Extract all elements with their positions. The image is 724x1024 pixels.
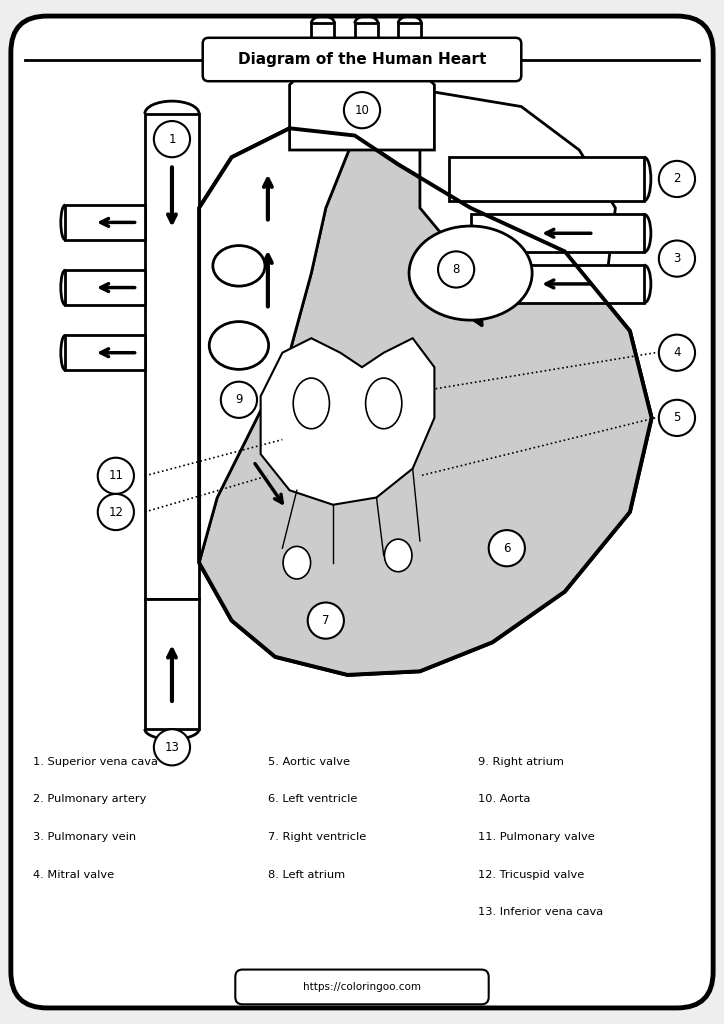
Polygon shape xyxy=(65,270,145,305)
Polygon shape xyxy=(199,135,652,675)
Circle shape xyxy=(659,399,695,436)
Text: 7: 7 xyxy=(322,614,329,627)
Polygon shape xyxy=(420,92,615,295)
Polygon shape xyxy=(471,214,644,252)
Text: 1. Superior vena cava: 1. Superior vena cava xyxy=(33,757,157,767)
Polygon shape xyxy=(145,114,199,599)
Text: 13. Inferior vena cava: 13. Inferior vena cava xyxy=(478,907,603,918)
Circle shape xyxy=(221,382,257,418)
Ellipse shape xyxy=(209,322,269,370)
Polygon shape xyxy=(199,128,652,675)
Text: 12. Tricuspid valve: 12. Tricuspid valve xyxy=(478,869,584,880)
Text: 5: 5 xyxy=(673,412,681,424)
Polygon shape xyxy=(449,158,644,201)
Polygon shape xyxy=(65,205,145,240)
Text: https://coloringoo.com: https://coloringoo.com xyxy=(303,982,421,992)
Text: 11. Pulmonary valve: 11. Pulmonary valve xyxy=(478,833,594,842)
Polygon shape xyxy=(311,24,334,63)
Text: 3. Pulmonary vein: 3. Pulmonary vein xyxy=(33,833,135,842)
Circle shape xyxy=(98,494,134,530)
Text: 12: 12 xyxy=(109,506,123,518)
Ellipse shape xyxy=(384,540,412,571)
Polygon shape xyxy=(199,128,355,562)
Text: 9. Right atrium: 9. Right atrium xyxy=(478,757,564,767)
Polygon shape xyxy=(290,63,434,150)
Polygon shape xyxy=(145,599,199,729)
Ellipse shape xyxy=(293,378,329,429)
Text: 8: 8 xyxy=(452,263,460,275)
Ellipse shape xyxy=(409,226,532,321)
Text: 2: 2 xyxy=(673,172,681,185)
Text: 6: 6 xyxy=(503,542,510,555)
Text: 11: 11 xyxy=(109,469,123,482)
FancyBboxPatch shape xyxy=(203,38,521,81)
Circle shape xyxy=(154,729,190,765)
Text: 4: 4 xyxy=(673,346,681,359)
Text: 10: 10 xyxy=(355,103,369,117)
Text: 10. Aorta: 10. Aorta xyxy=(478,795,530,805)
Polygon shape xyxy=(355,24,378,63)
Text: 5. Aortic valve: 5. Aortic valve xyxy=(268,757,350,767)
FancyBboxPatch shape xyxy=(235,970,489,1005)
Circle shape xyxy=(659,241,695,276)
Text: 6. Left ventricle: 6. Left ventricle xyxy=(268,795,357,805)
Text: 1: 1 xyxy=(168,133,176,145)
Text: 8. Left atrium: 8. Left atrium xyxy=(268,869,345,880)
Circle shape xyxy=(438,251,474,288)
Circle shape xyxy=(344,92,380,128)
Polygon shape xyxy=(261,338,434,505)
Text: 3: 3 xyxy=(673,252,681,265)
Text: 7. Right ventricle: 7. Right ventricle xyxy=(268,833,366,842)
Ellipse shape xyxy=(366,378,402,429)
Circle shape xyxy=(489,530,525,566)
Ellipse shape xyxy=(283,547,311,579)
FancyBboxPatch shape xyxy=(11,16,713,1008)
Text: Diagram of the Human Heart: Diagram of the Human Heart xyxy=(237,52,487,67)
Circle shape xyxy=(98,458,134,494)
Circle shape xyxy=(659,161,695,197)
Polygon shape xyxy=(65,335,145,370)
Text: 4. Mitral valve: 4. Mitral valve xyxy=(33,869,114,880)
Circle shape xyxy=(659,335,695,371)
Text: 2. Pulmonary artery: 2. Pulmonary artery xyxy=(33,795,146,805)
Polygon shape xyxy=(471,265,644,303)
Circle shape xyxy=(308,602,344,639)
Polygon shape xyxy=(398,24,421,63)
Text: 9: 9 xyxy=(235,393,243,407)
Text: 13: 13 xyxy=(164,740,180,754)
Ellipse shape xyxy=(213,246,265,286)
Circle shape xyxy=(154,121,190,158)
